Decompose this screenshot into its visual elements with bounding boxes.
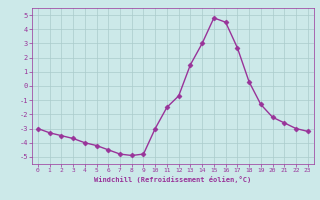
X-axis label: Windchill (Refroidissement éolien,°C): Windchill (Refroidissement éolien,°C) bbox=[94, 176, 252, 183]
